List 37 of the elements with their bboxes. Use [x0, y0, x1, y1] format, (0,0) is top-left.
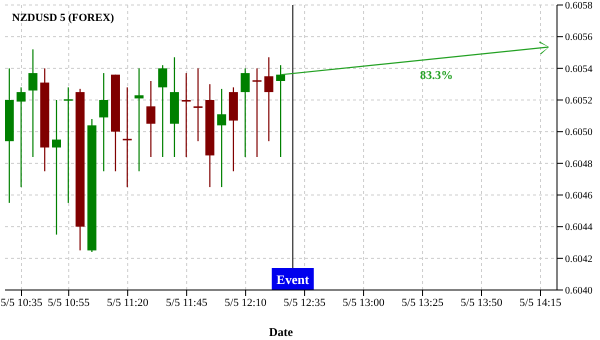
candlestick: [28, 48, 38, 158]
x-tick-label: 5/5 12:35: [284, 296, 326, 309]
candlestick: [252, 68, 262, 158]
y-tick-label: 0.6058: [565, 0, 592, 12]
x-tick-label: 5/5 11:20: [106, 296, 149, 309]
y-tick-label: 0.6044: [565, 222, 592, 234]
y-tick-label: 0.6040: [565, 286, 592, 297]
candlestick: [240, 68, 250, 158]
candlestick: [264, 56, 274, 142]
y-tick-label: 0.6046: [565, 190, 592, 202]
text: NZDUSD 5 (FOREX): [12, 12, 114, 24]
annotation: 83.3%: [420, 68, 453, 83]
y-tick-label: 0.6042: [565, 254, 592, 265]
candlestick: [134, 68, 144, 172]
x-tick-label: 5/5 10:35: [0, 296, 43, 309]
x-tick-label: 5/5 10:55: [48, 296, 90, 309]
x-tick-label: 5/5 14:15: [520, 296, 562, 309]
candlestick: [217, 88, 226, 188]
x-tick-label: 5/5 13:50: [460, 296, 503, 309]
ref-line-label: Event: [276, 272, 310, 287]
y-tick-label: 0.6054: [565, 64, 592, 75]
candlestick: [146, 80, 156, 158]
y-tick-label: 0.6052: [565, 96, 592, 107]
x-tick-label: 5/5 13:25: [402, 296, 444, 309]
candlestick: [194, 68, 203, 142]
candlestick: [158, 64, 168, 158]
x-tick-label: 5/5 13:00: [342, 296, 385, 309]
y-tick-label: 0.6048: [565, 158, 592, 170]
x-tick-label: 5/5 11:45: [166, 296, 208, 309]
x-axis-title: Date: [269, 325, 294, 339]
y-tick-label: 0.6050: [565, 127, 592, 138]
candlestick: [182, 72, 191, 158]
y-tick-label: 0.6056: [565, 32, 592, 44]
candlestick: [52, 99, 61, 236]
candlestick: [276, 64, 286, 158]
candlestick: [99, 72, 108, 172]
x-tick-label: 5/5 12:10: [224, 296, 268, 309]
